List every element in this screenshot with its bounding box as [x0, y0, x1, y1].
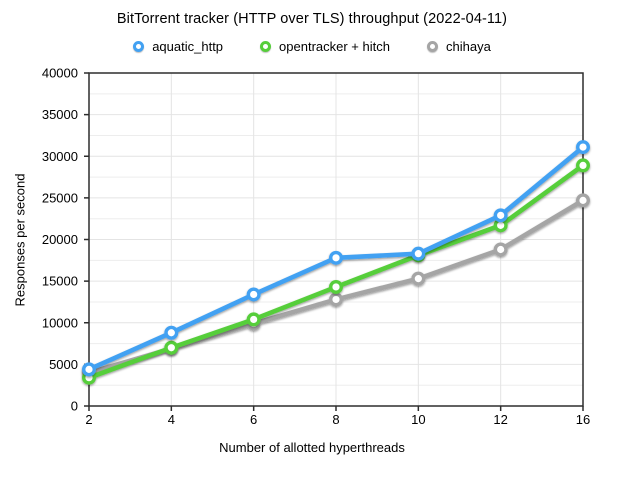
data-point-marker: [411, 246, 426, 261]
data-point-marker: [246, 312, 261, 327]
x-tick-label: 10: [411, 412, 425, 427]
axis-tick-marks: [84, 72, 584, 411]
data-point-marker: [329, 279, 344, 294]
data-point-marker: [164, 340, 179, 355]
data-point-marker: [164, 325, 179, 340]
open-circle-marker-icon: [133, 41, 145, 52]
y-tick-label: 0: [71, 399, 78, 414]
y-tick-labels: 0 5000 10000 15000 20000 25000 30000 35000 40000: [42, 66, 78, 414]
open-circle-marker-icon: [426, 41, 438, 52]
y-tick-label: 30000: [42, 149, 78, 164]
y-tick-label: 5000: [49, 357, 78, 372]
chart-legend: aquatic_http opentracker + hitch chihaya: [0, 39, 624, 54]
y-tick-label: 35000: [42, 107, 78, 122]
y-tick-label: 25000: [42, 190, 78, 205]
y-tick-label: 15000: [42, 274, 78, 289]
legend-item-aquatic-http: aquatic_http: [133, 39, 223, 54]
legend-label: aquatic_http: [152, 39, 224, 54]
open-circle-marker-icon: [260, 41, 272, 52]
y-tick-label: 10000: [42, 315, 78, 330]
legend-label: opentracker + hitch: [279, 39, 390, 54]
x-axis-title: Number of allotted hyperthreads: [219, 440, 405, 455]
data-point-marker: [246, 287, 261, 302]
data-point-marker: [576, 140, 591, 155]
legend-label: chihaya: [445, 39, 491, 54]
y-tick-label: 40000: [42, 66, 78, 81]
data-point-marker: [329, 250, 344, 265]
y-tick-label: 20000: [42, 232, 78, 247]
x-tick-label: 8: [332, 412, 339, 427]
chart-title: BitTorrent tracker (HTTP over TLS) throu…: [116, 11, 508, 27]
data-point-marker: [576, 193, 591, 208]
data-point-marker: [493, 208, 508, 223]
data-point-marker: [493, 242, 508, 257]
x-tick-label: 4: [168, 412, 175, 427]
x-tick-label: 12: [493, 412, 507, 427]
data-point-marker: [576, 158, 591, 173]
legend-item-opentracker-hitch: opentracker + hitch: [260, 39, 390, 54]
data-point-marker: [329, 292, 344, 307]
x-tick-label: 16: [576, 412, 590, 427]
data-point-marker: [81, 362, 96, 377]
y-axis-title: Responses per second: [12, 173, 28, 307]
data-point-marker: [411, 271, 426, 286]
x-tick-label: 6: [250, 412, 257, 427]
legend-item-chihaya: chihaya: [426, 39, 491, 54]
x-tick-label: 2: [85, 412, 92, 427]
series-aquatic-http: [81, 140, 591, 377]
x-tick-labels: 2 4 6 8 10 12 16: [85, 412, 590, 427]
